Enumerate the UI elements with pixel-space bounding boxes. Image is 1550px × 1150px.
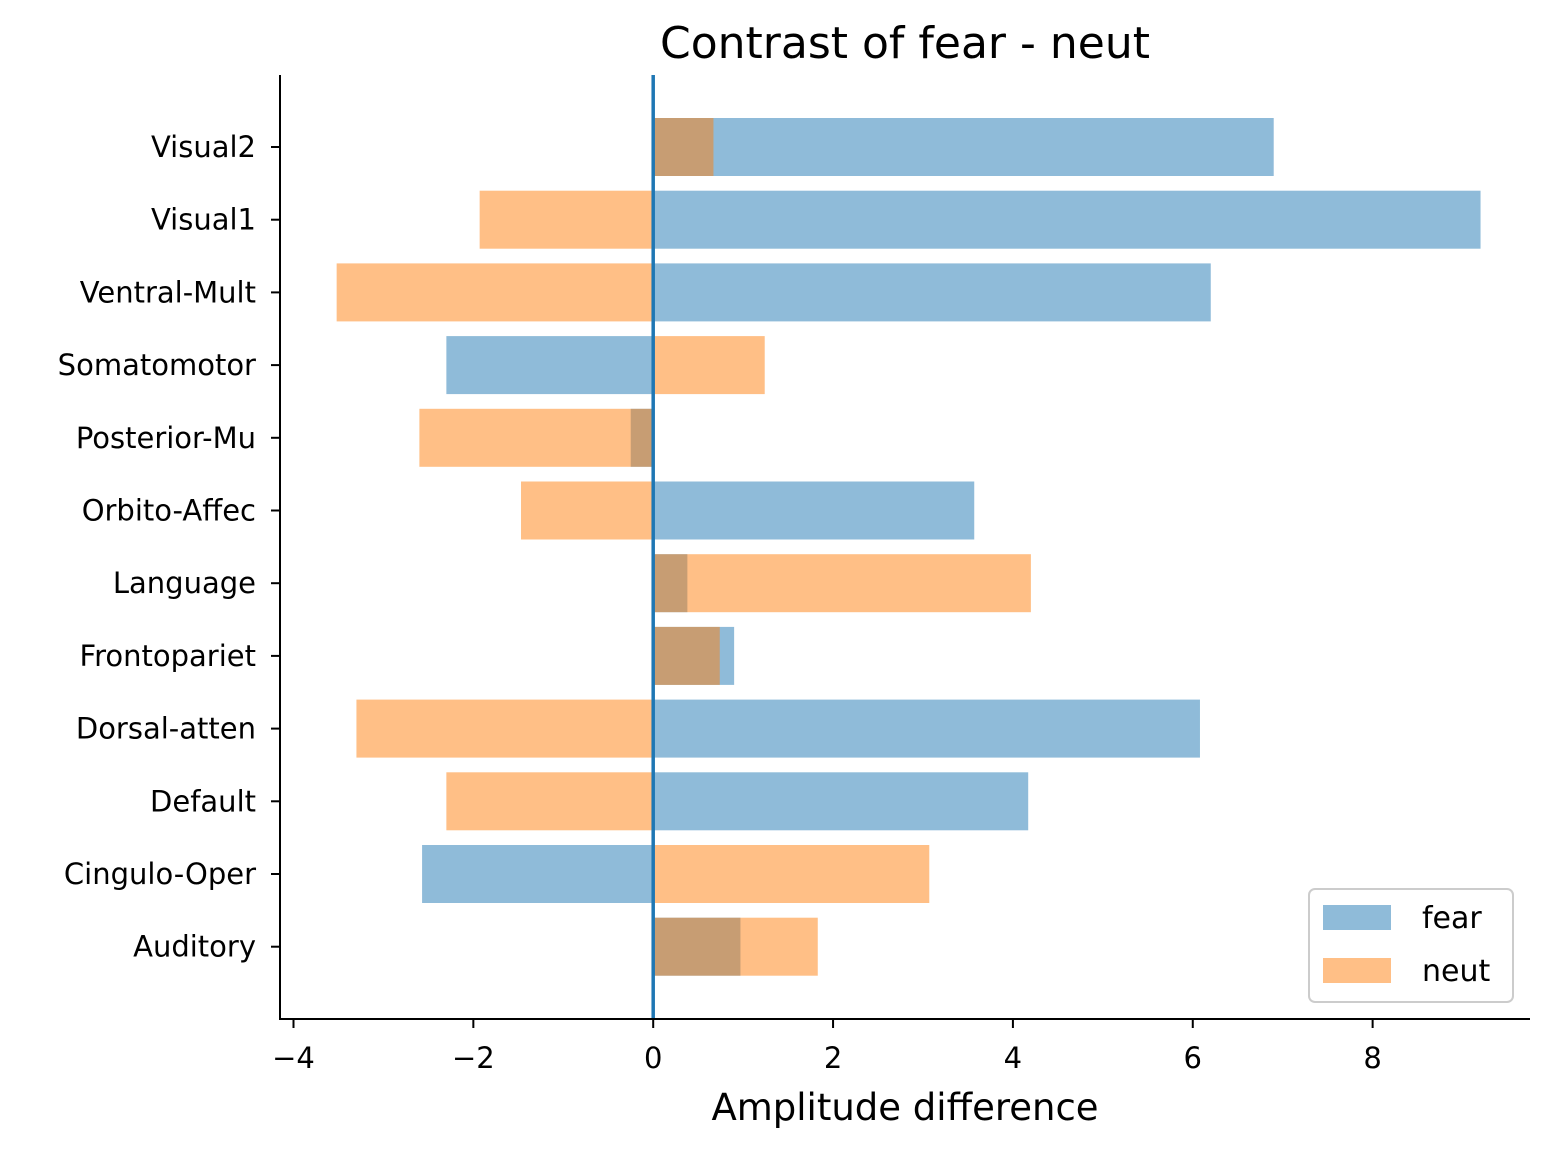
y-tick-label: Auditory	[133, 930, 256, 964]
chart-title: Contrast of fear - neut	[660, 18, 1150, 69]
bar-fear-somatomotor	[446, 336, 654, 395]
legend-swatch-neut	[1323, 958, 1391, 983]
x-ticks: −4 −2 0 2 4 6 8	[272, 1019, 1382, 1075]
y-tick-label: Visual2	[151, 130, 256, 164]
x-tick-label: −2	[452, 1041, 495, 1075]
bar-fear-visual2	[653, 118, 1274, 176]
bar-neut-orbito-affec	[521, 481, 654, 540]
bar-neut-visual1	[479, 190, 654, 249]
y-tick-label: Orbito-Affec	[82, 494, 256, 528]
x-tick-label: −4	[272, 1041, 315, 1075]
y-tick-label: Posterior-Mu	[76, 421, 256, 455]
x-tick-label: 2	[824, 1041, 842, 1075]
x-tick-label: 8	[1363, 1041, 1381, 1075]
y-tick-label: Somatomotor	[58, 348, 256, 382]
x-tick-label: 0	[644, 1041, 662, 1075]
y-tick-label: Frontopariet	[80, 639, 256, 673]
bar-neut-cingulo-oper	[653, 845, 930, 903]
bar-neut-language	[653, 554, 1031, 613]
bar-neut-default	[446, 772, 654, 831]
legend: fear neut	[1308, 888, 1514, 1003]
y-tick-label: Ventral-Mult	[80, 275, 256, 309]
bar-fear-visual1	[653, 190, 1481, 249]
bar-neut-frontopariet	[653, 626, 720, 685]
x-axis-title: Amplitude difference	[711, 1086, 1098, 1129]
bar-fear-default	[653, 772, 1029, 831]
bar-fear-orbito-affec	[653, 481, 975, 540]
y-tick-label: Default	[150, 784, 256, 818]
bar-neut-posterior-mu	[419, 408, 654, 467]
bar-neut-ventral-mult	[336, 263, 654, 322]
bar-neut-dorsal-atten	[356, 699, 654, 758]
y-tick-label: Language	[113, 566, 256, 600]
y-tick-label: Visual1	[151, 203, 256, 237]
legend-label-fear: fear	[1422, 901, 1482, 936]
x-tick-label: 4	[1004, 1041, 1022, 1075]
x-tick-label: 6	[1184, 1041, 1202, 1075]
bar-fear-ventral-mult	[653, 263, 1211, 322]
legend-swatch-fear	[1323, 905, 1391, 930]
bar-neut-visual2	[653, 118, 714, 176]
bars-layer	[336, 118, 1481, 976]
bar-neut-auditory	[653, 917, 818, 976]
y-tick-label: Cingulo-Oper	[64, 857, 256, 891]
bar-fear-dorsal-atten	[653, 699, 1200, 758]
y-ticks: Visual2 Visual1 Ventral-Mult Somatomotor Pos…	[58, 130, 280, 964]
bar-neut-somatomotor	[653, 336, 765, 395]
bar-fear-cingulo-oper	[422, 845, 654, 903]
y-tick-label: Dorsal-atten	[76, 712, 256, 746]
legend-label-neut: neut	[1422, 954, 1490, 989]
